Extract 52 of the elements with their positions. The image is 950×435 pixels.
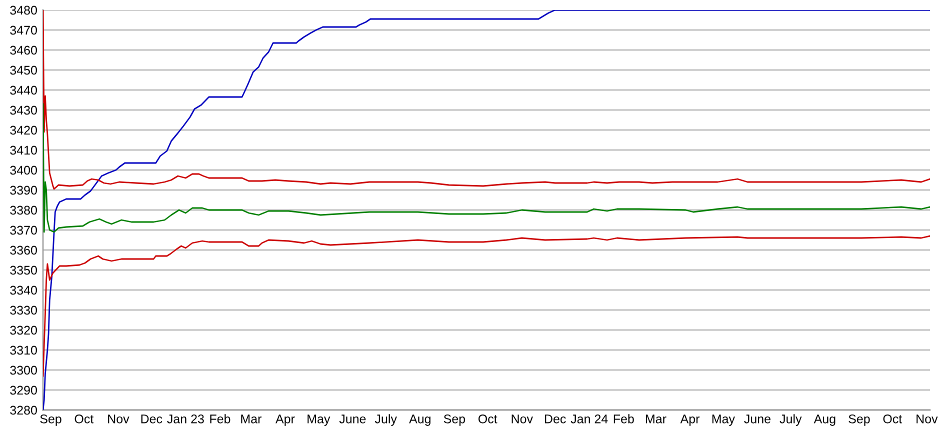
x-tick-label: May bbox=[308, 414, 330, 426]
x-tick-label: Sep bbox=[40, 414, 62, 426]
x-tick-label: Mar bbox=[241, 414, 262, 424]
y-tick-label: 3320 bbox=[10, 326, 37, 335]
x-tick-label: Jan 24 bbox=[570, 414, 608, 424]
x-tick-label: Apr bbox=[680, 414, 700, 426]
x-tick-label: Oct bbox=[478, 414, 498, 424]
y-tick-label: 3420 bbox=[10, 126, 37, 135]
x-tick-label: Feb bbox=[210, 414, 230, 424]
x-tick-label: Jan 23 bbox=[167, 414, 204, 424]
y-tick-label: 3410 bbox=[10, 146, 37, 155]
y-tick-label: 3340 bbox=[10, 286, 37, 295]
x-tick-label: June bbox=[339, 414, 366, 424]
x-tick-label: Aug bbox=[409, 414, 430, 426]
x-tick-label: Sep bbox=[444, 414, 466, 426]
line-series bbox=[43, 10, 930, 410]
y-tick-label: 3380 bbox=[10, 206, 37, 215]
y-tick-label: 3460 bbox=[10, 46, 37, 55]
x-tick-label: Nov bbox=[108, 414, 130, 424]
y-tick-label: 3290 bbox=[10, 386, 37, 395]
x-tick-label: Nov bbox=[512, 414, 533, 424]
y-tick-label: 3370 bbox=[10, 226, 37, 235]
y-tick-label: 3360 bbox=[10, 246, 37, 255]
line-series bbox=[43, 235, 930, 377]
y-tick-label: 3390 bbox=[10, 186, 37, 195]
x-tick-label: May bbox=[712, 414, 735, 426]
y-tick-label: 3480 bbox=[10, 6, 37, 15]
x-tick-label: Apr bbox=[276, 414, 295, 426]
x-tick-label: July bbox=[780, 414, 802, 426]
y-tick-label: 3470 bbox=[10, 26, 37, 35]
x-tick-label: July bbox=[374, 414, 397, 426]
line-series bbox=[43, 103, 930, 233]
x-tick-label: Dec bbox=[141, 414, 162, 424]
y-tick-label: 3330 bbox=[10, 306, 37, 315]
y-tick-label: 3450 bbox=[10, 66, 37, 75]
x-tick-label: Sep bbox=[848, 414, 870, 426]
y-tick-label: 3350 bbox=[10, 266, 37, 275]
x-tick-label: Oct bbox=[74, 414, 94, 424]
y-tick-label: 3430 bbox=[10, 106, 37, 115]
x-tick-label: Oct bbox=[883, 414, 902, 424]
line-series bbox=[43, 10, 930, 190]
x-tick-label: Dec bbox=[544, 414, 566, 424]
y-tick-label: 3280 bbox=[10, 406, 37, 415]
y-tick-label: 3310 bbox=[10, 346, 37, 355]
x-tick-label: June bbox=[744, 414, 770, 424]
y-tick-label: 3440 bbox=[10, 86, 37, 95]
y-tick-label: 3400 bbox=[10, 166, 37, 175]
x-tick-label: Feb bbox=[614, 414, 634, 424]
x-tick-label: Nov bbox=[916, 414, 938, 424]
y-tick-label: 3300 bbox=[10, 366, 37, 375]
x-tick-label: Aug bbox=[814, 414, 836, 426]
x-tick-label: Mar bbox=[646, 414, 666, 424]
